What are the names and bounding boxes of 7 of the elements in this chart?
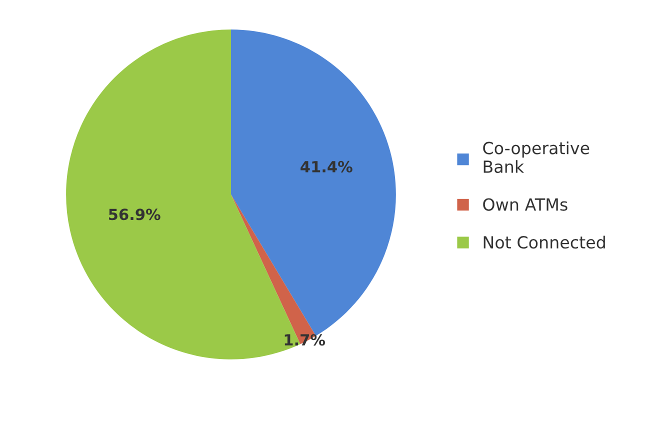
pie-slice xyxy=(231,30,396,336)
legend-label: Not Connected xyxy=(484,236,605,249)
data-label: 41.4% xyxy=(300,160,352,172)
legend-label: Own ATMs xyxy=(483,198,568,211)
legend-label: Co-operative Bank xyxy=(483,141,590,174)
data-label: 56.9% xyxy=(109,208,160,220)
data-label: 1.7% xyxy=(284,334,326,346)
